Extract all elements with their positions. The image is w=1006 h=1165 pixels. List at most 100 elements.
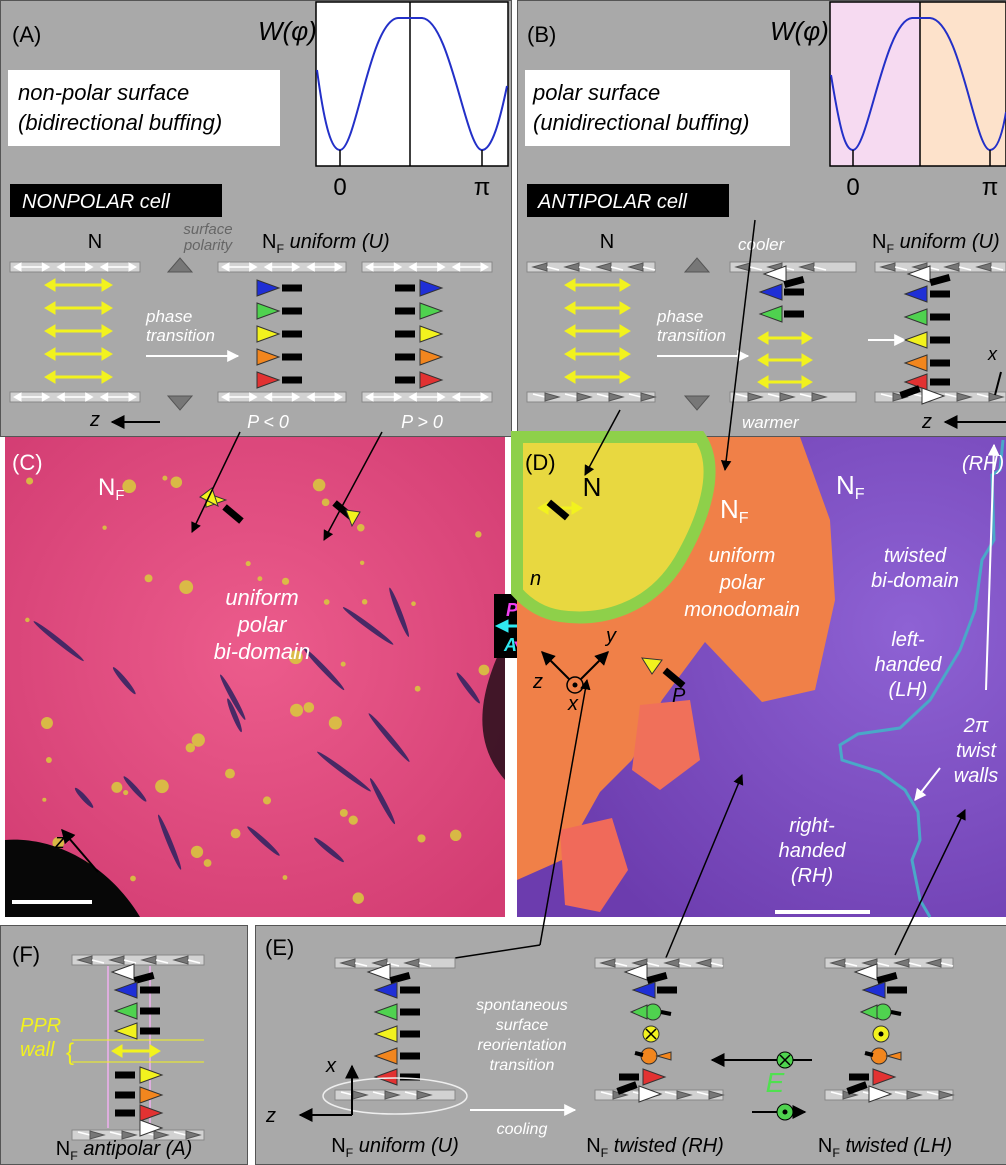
- dark-edge: [482, 640, 505, 780]
- tick-label: 0: [846, 174, 859, 201]
- phase-label: NF uniform (U): [262, 231, 390, 256]
- arrow-head: [111, 1044, 123, 1058]
- inclusion: [290, 703, 304, 717]
- buffing: [578, 266, 592, 271]
- buffing: [940, 962, 954, 967]
- arrow-head: [619, 324, 631, 338]
- label: x: [325, 1055, 337, 1077]
- arrow: [985, 443, 1000, 691]
- label: (RH): [791, 865, 833, 887]
- arrow: [580, 651, 609, 680]
- buffing-head: [128, 392, 138, 402]
- label: bi-domain: [214, 639, 311, 664]
- subscript: F: [115, 488, 124, 504]
- defect-streak: [74, 787, 94, 808]
- arrow-head: [801, 331, 813, 345]
- defect-streak: [368, 713, 410, 762]
- buffing-head: [306, 262, 315, 272]
- arrow-head: [801, 353, 813, 367]
- buffing-head: [41, 392, 51, 402]
- label: cooling: [497, 1121, 548, 1138]
- label: phase: [145, 307, 192, 326]
- inclusion: [262, 796, 272, 805]
- orange-island: [632, 700, 700, 790]
- buffing-head: [892, 392, 909, 402]
- label: handed: [779, 840, 847, 862]
- arrow-head: [564, 278, 576, 292]
- polar-arrow: [762, 265, 787, 283]
- rest: uniform (U): [353, 1135, 459, 1157]
- buffing-head: [437, 262, 446, 272]
- buffing-head: [56, 262, 65, 272]
- phase-label: NF: [720, 494, 749, 527]
- polar-arrow: [868, 1085, 893, 1103]
- inclusion: [339, 808, 348, 817]
- label: N: [600, 231, 614, 253]
- line: [454, 944, 541, 959]
- label: reorientation: [478, 1037, 567, 1054]
- molecule-bar: [282, 284, 302, 292]
- phase-label: NF twisted (RH): [586, 1135, 724, 1160]
- arrow-head: [619, 278, 631, 292]
- buffing: [109, 1131, 123, 1136]
- buffing-head: [544, 392, 561, 402]
- buffing: [664, 1091, 678, 1096]
- arrow: [191, 431, 241, 533]
- polar-arrow: [256, 371, 281, 389]
- rest: uniform (U): [894, 231, 1000, 253]
- arrow-head: [571, 501, 583, 515]
- molecule-bar: [616, 1081, 638, 1095]
- arrow: [894, 809, 966, 956]
- inclusion: [321, 498, 330, 507]
- molecule-bar: [115, 1091, 135, 1099]
- buffing: [696, 1091, 710, 1096]
- arrow-head: [564, 370, 576, 384]
- molecule-bar: [400, 1030, 420, 1038]
- potential-curve: [830, 17, 1006, 152]
- polar-arrow: [139, 1119, 164, 1137]
- label: phase: [656, 307, 703, 326]
- polar-arrow: [921, 387, 946, 405]
- label: N: [88, 231, 102, 253]
- panel-label: (B): [527, 22, 556, 47]
- molecule-bar: [395, 307, 415, 315]
- molecule-bar: [849, 1073, 869, 1081]
- tick-label: π: [474, 174, 491, 201]
- molecule-bar: [400, 1073, 420, 1081]
- polar-arrow: [139, 1066, 164, 1084]
- inclusion: [475, 531, 482, 538]
- potential-curve: [316, 17, 508, 152]
- label: x: [987, 344, 998, 364]
- buffing: [123, 959, 137, 964]
- inclusion: [40, 717, 53, 729]
- potential-plot: [920, 2, 1006, 166]
- buffing: [876, 962, 890, 967]
- polar-arrow: [113, 981, 138, 999]
- buffing-head: [99, 392, 109, 402]
- buffing-head: [128, 262, 138, 272]
- surface-box: [8, 70, 280, 146]
- polar-arrow: [419, 279, 444, 297]
- molecule-bar: [140, 1007, 160, 1015]
- polar-arrow: [872, 1068, 897, 1086]
- inclusion: [102, 525, 107, 530]
- defect-streak: [247, 826, 280, 856]
- arrow-head: [801, 375, 813, 389]
- inclusion: [155, 779, 169, 794]
- polar-arrow: [110, 963, 135, 981]
- rest: twisted (LH): [840, 1135, 952, 1157]
- arrow-head: [619, 301, 631, 315]
- label: spontaneous: [476, 997, 568, 1014]
- line: [660, 1010, 672, 1016]
- polar-arrow: [638, 1085, 663, 1103]
- inclusion: [190, 845, 204, 858]
- inclusion: [257, 576, 263, 582]
- arrow-head: [494, 619, 509, 633]
- defect-streak: [389, 587, 409, 637]
- label: uniform: [709, 545, 776, 567]
- panel-label: (F): [12, 942, 40, 967]
- defect-streak: [158, 814, 182, 870]
- label: x: [567, 693, 579, 715]
- arrow-head: [537, 501, 549, 515]
